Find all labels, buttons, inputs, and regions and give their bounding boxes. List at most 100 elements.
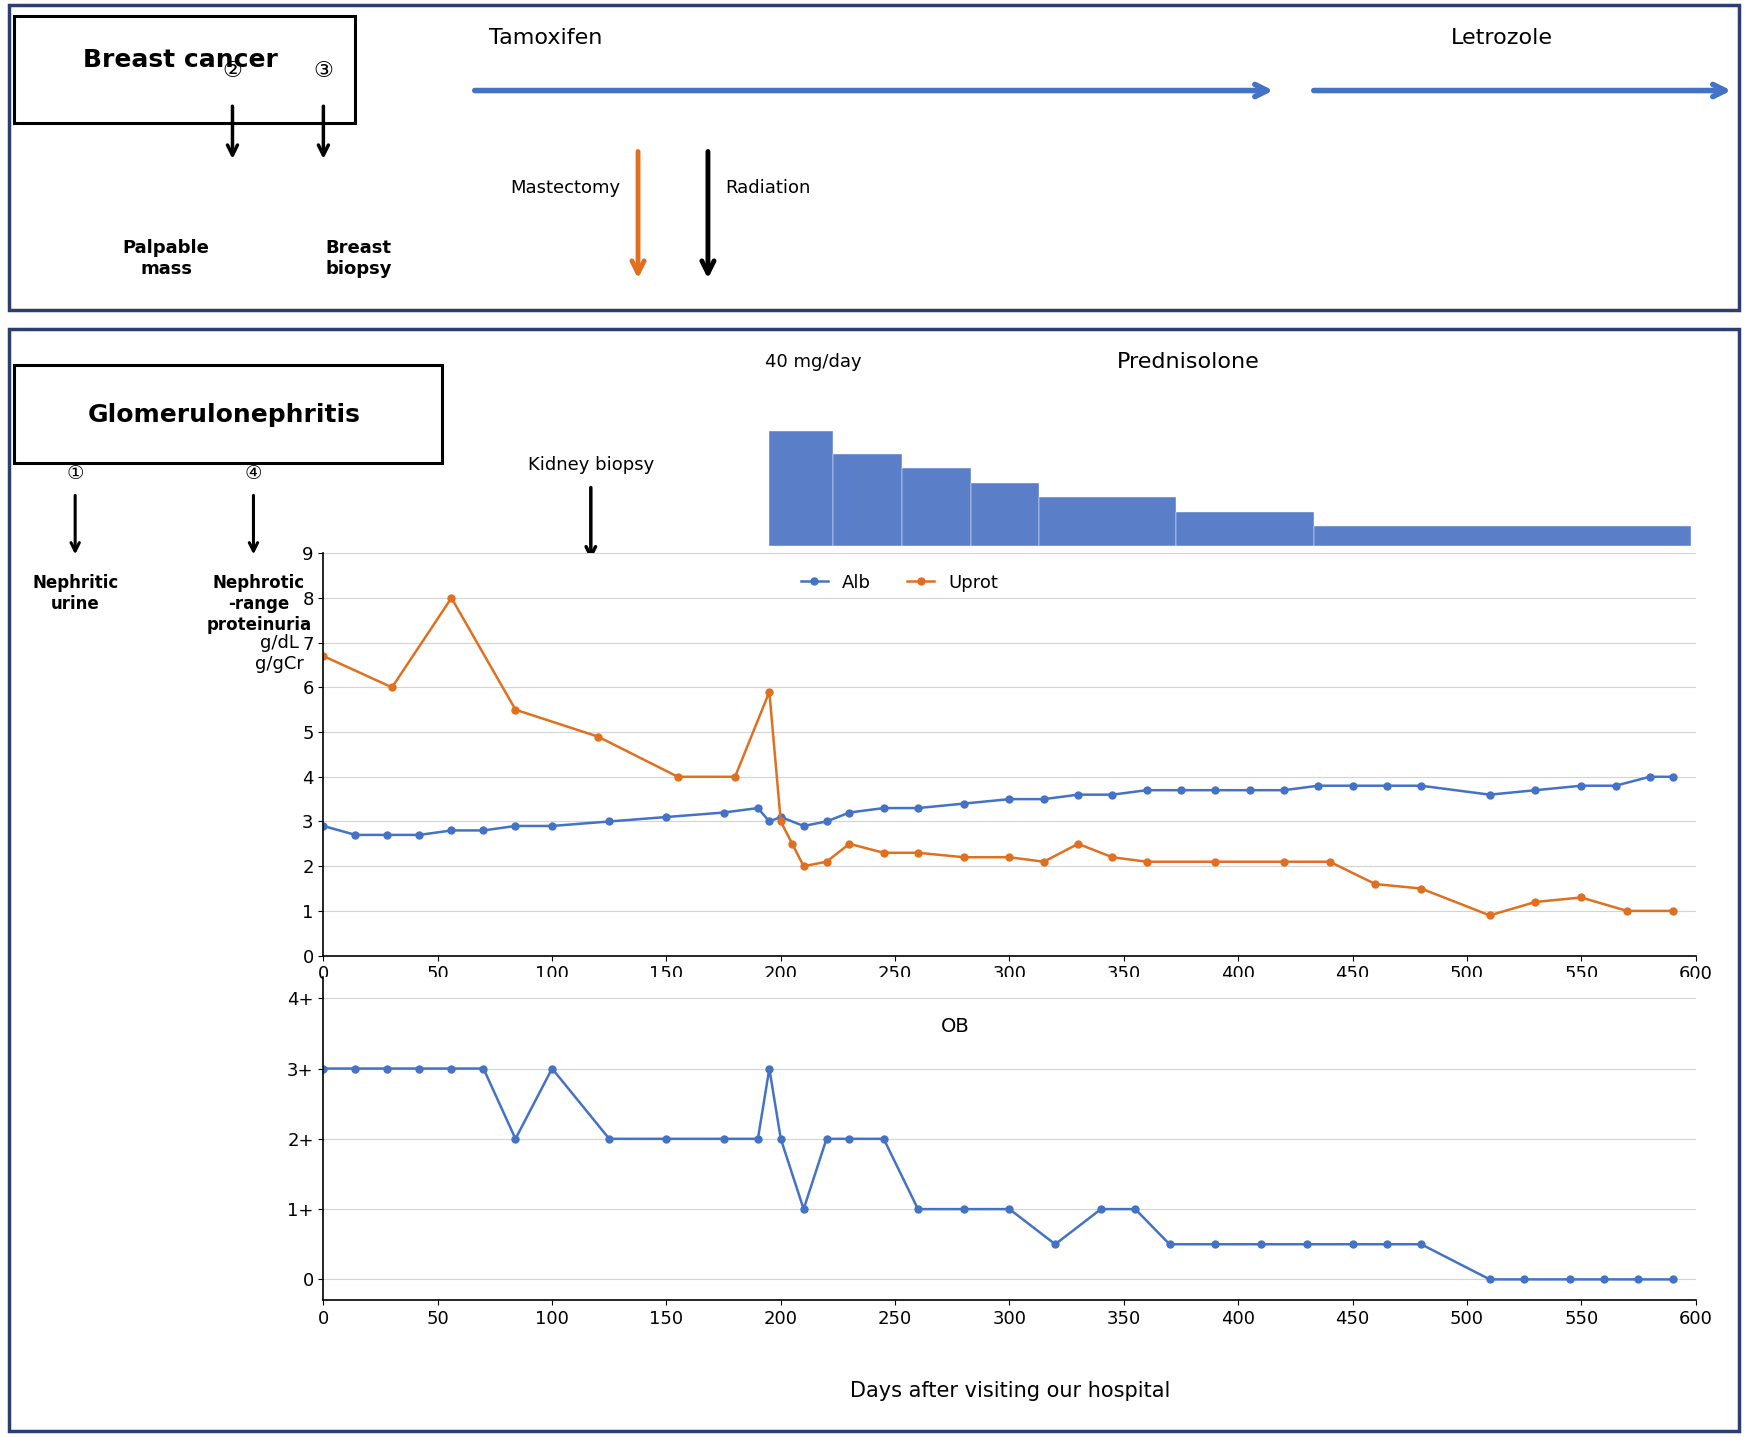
Alb: [656, 809, 676, 826]
Alb: [1640, 769, 1661, 786]
Text: Radiation: Radiation: [725, 178, 811, 197]
Alb: [713, 803, 734, 821]
Alb: [1101, 786, 1122, 803]
Uprot: [874, 844, 895, 861]
Alb: [1376, 777, 1397, 795]
Uprot: [587, 729, 608, 746]
Alb: [874, 799, 895, 816]
Legend: Alb, Uprot: Alb, Uprot: [794, 566, 1005, 599]
Uprot: [816, 854, 837, 871]
Uprot: [668, 769, 689, 786]
Text: OB: OB: [940, 1017, 970, 1036]
Uprot: [1411, 879, 1432, 897]
Uprot: [1273, 854, 1294, 871]
Alb: [1342, 777, 1363, 795]
FancyBboxPatch shape: [14, 16, 355, 122]
Uprot: [440, 589, 461, 606]
Bar: [769, 431, 834, 546]
Alb: [1136, 782, 1157, 799]
Alb: [816, 813, 837, 831]
Uprot: [998, 849, 1019, 867]
Alb: [1068, 786, 1089, 803]
Uprot: [781, 835, 802, 852]
Alb: [771, 809, 792, 826]
Line: Alb: Alb: [320, 773, 1676, 838]
FancyBboxPatch shape: [14, 365, 442, 463]
Uprot: [794, 858, 815, 875]
Alb: [1411, 777, 1432, 795]
Alb: [1204, 782, 1225, 799]
Uprot: [1479, 907, 1500, 924]
Uprot: [313, 648, 334, 665]
Bar: [1040, 497, 1176, 546]
Uprot: [1571, 890, 1592, 907]
Uprot: [1033, 854, 1054, 871]
Uprot: [771, 813, 792, 831]
Uprot: [839, 835, 860, 852]
Uprot: [759, 683, 780, 700]
Uprot: [505, 701, 526, 718]
Text: Mastectomy: Mastectomy: [510, 178, 621, 197]
Uprot: [1068, 835, 1089, 852]
Uprot: [1204, 854, 1225, 871]
Alb: [440, 822, 461, 839]
Alb: [1479, 786, 1500, 803]
Alb: [1273, 782, 1294, 799]
Uprot: [953, 849, 974, 867]
Bar: [834, 454, 902, 546]
Alb: [839, 803, 860, 821]
Text: Nephritic
urine: Nephritic urine: [31, 573, 119, 612]
Alb: [1605, 777, 1626, 795]
Alb: [313, 818, 334, 835]
Alb: [409, 826, 430, 844]
Uprot: [1101, 849, 1122, 867]
Text: Tamoxifen: Tamoxifen: [489, 29, 603, 49]
Text: ②: ②: [222, 62, 243, 80]
Alb: [1171, 782, 1192, 799]
Alb: [794, 818, 815, 835]
Alb: [1033, 790, 1054, 808]
Alb: [505, 818, 526, 835]
Uprot: [907, 844, 928, 861]
Alb: [344, 826, 365, 844]
Text: Breast
biopsy: Breast biopsy: [325, 239, 392, 279]
Bar: [1176, 512, 1314, 546]
Uprot: [1365, 875, 1386, 892]
Bar: [902, 468, 970, 546]
Alb: [998, 790, 1019, 808]
Uprot: [1617, 902, 1638, 920]
Bar: [970, 483, 1040, 546]
Text: Prednisolone: Prednisolone: [1117, 352, 1260, 372]
Alb: [378, 826, 399, 844]
Text: Breast cancer: Breast cancer: [82, 47, 278, 72]
Text: ③: ③: [313, 62, 334, 80]
Uprot: [724, 769, 745, 786]
Alb: [907, 799, 928, 816]
Alb: [542, 818, 563, 835]
Bar: [1314, 526, 1690, 546]
Text: Days after visiting our hospital: Days after visiting our hospital: [850, 1381, 1171, 1401]
Alb: [748, 799, 769, 816]
Alb: [600, 813, 621, 831]
Text: g/dL
g/gCr: g/dL g/gCr: [255, 634, 304, 674]
Text: ①: ①: [66, 464, 84, 483]
Text: Palpable
mass: Palpable mass: [122, 239, 210, 279]
Alb: [1662, 769, 1683, 786]
Alb: [1524, 782, 1545, 799]
Uprot: [1524, 894, 1545, 911]
Text: ④: ④: [245, 464, 262, 483]
Uprot: [1320, 854, 1341, 871]
Uprot: [1662, 902, 1683, 920]
Alb: [953, 795, 974, 812]
Uprot: [1136, 854, 1157, 871]
Alb: [1571, 777, 1592, 795]
Text: Letrozole: Letrozole: [1451, 29, 1552, 49]
Uprot: [381, 678, 402, 696]
Text: Glomerulonephritis: Glomerulonephritis: [87, 402, 360, 427]
Text: 40 mg/day: 40 mg/day: [764, 354, 862, 371]
Line: Uprot: Uprot: [320, 595, 1676, 918]
Alb: [1308, 777, 1328, 795]
Text: Nephrotic
-range
proteinuria: Nephrotic -range proteinuria: [206, 573, 311, 634]
Alb: [474, 822, 495, 839]
Alb: [1239, 782, 1260, 799]
